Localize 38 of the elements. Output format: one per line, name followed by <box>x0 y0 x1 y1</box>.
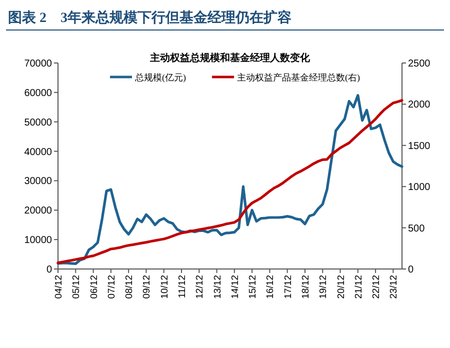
x-tick-label: 08/12 <box>124 275 136 299</box>
y-tick-label: 30000 <box>24 176 52 188</box>
x-tick-label: 18/12 <box>300 275 312 299</box>
x-tick-label: 13/12 <box>212 275 224 299</box>
legend-label: 总规模(亿元) <box>134 72 186 82</box>
y-tick-label: 20000 <box>24 206 52 217</box>
x-tick-label: 06/12 <box>88 275 100 299</box>
y2-tick-label: 1000 <box>408 182 431 194</box>
x-tick-label: 21/12 <box>353 275 364 299</box>
chart-subtitle: 主动权益总规模和基金经理人数变化 <box>149 52 311 64</box>
x-tick-label: 23/12 <box>388 275 400 299</box>
y2-tick-label: 1500 <box>408 140 431 152</box>
x-tick-label: 11/12 <box>176 275 188 298</box>
y2-tick-label: 2500 <box>408 58 431 70</box>
y-tick-label: 0 <box>46 264 52 276</box>
y2-tick-label: 2000 <box>408 100 431 111</box>
x-tick-label: 22/12 <box>371 275 382 299</box>
x-tick-label: 09/12 <box>142 275 153 299</box>
x-tick-label: 05/12 <box>71 275 82 299</box>
chart-title: 图表 2 3年来总规模下行但基金经理仍在扩容 <box>8 9 292 26</box>
y-tick-label: 10000 <box>24 235 52 246</box>
x-tick-label: 04/12 <box>54 275 64 299</box>
y2-tick-label: 500 <box>408 223 426 234</box>
y-tick-label: 60000 <box>24 88 52 99</box>
x-tick-label: 12/12 <box>194 275 206 299</box>
y2-tick-label: 0 <box>408 264 414 276</box>
x-tick-label: 19/12 <box>318 275 330 299</box>
y-tick-label: 40000 <box>24 146 52 158</box>
x-tick-label: 14/12 <box>230 275 241 299</box>
x-tick-label: 20/12 <box>336 275 347 299</box>
x-tick-label: 10/12 <box>159 275 170 299</box>
x-tick-label: 17/12 <box>282 275 294 299</box>
y-tick-label: 50000 <box>24 117 52 128</box>
y-tick-label: 70000 <box>24 58 52 70</box>
x-tick-label: 16/12 <box>265 275 276 299</box>
legend-label: 主动权益产品基金经理总数(右) <box>237 72 360 82</box>
x-tick-label: 15/12 <box>248 275 259 299</box>
x-tick-label: 07/12 <box>106 275 118 299</box>
